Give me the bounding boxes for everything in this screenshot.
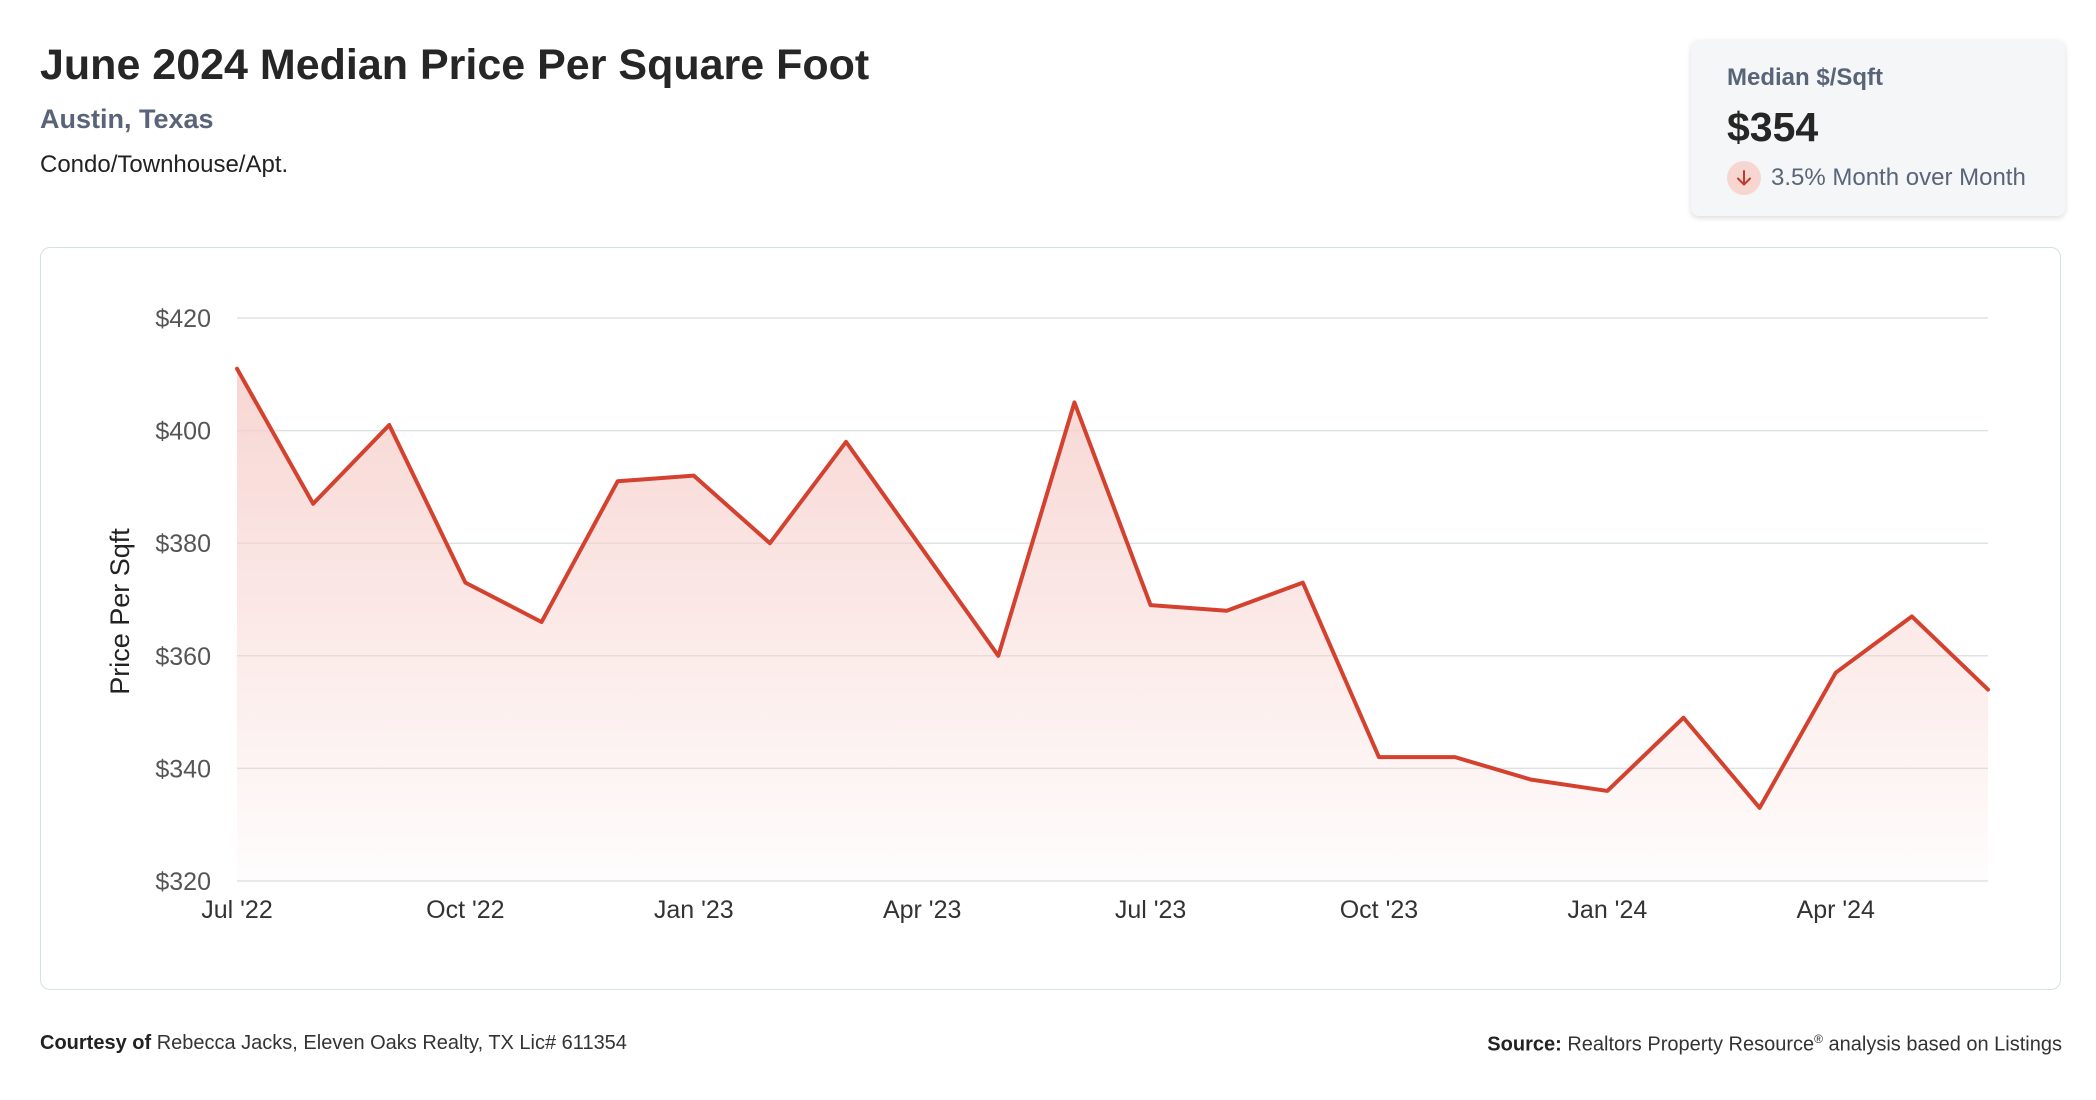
header: June 2024 Median Price Per Square Foot A… [40,40,869,179]
x-tick-label: Oct '22 [426,896,504,924]
registered-mark: ® [1814,1032,1823,1046]
source-text: Realtors Property Resource [1567,1033,1815,1056]
kpi-value: $354 [1727,104,1819,150]
source-text-post: analysis based on Listings [1822,1033,2063,1056]
data-point [540,620,544,624]
kpi-label: Median $/Sqft [1727,64,1884,91]
kpi-change: 3.5% Month over Month [1727,161,2029,195]
y-tick-label: $360 [155,643,211,671]
data-point [1605,789,1609,793]
data-point [1149,603,1153,607]
footer-courtesy: Courtesy of Rebecca Jacks, Eleven Oaks R… [40,1032,627,1055]
y-tick-label: $340 [155,755,211,783]
courtesy-text: Rebecca Jacks, Eleven Oaks Realty, TX Li… [156,1032,627,1054]
data-point [1072,400,1076,404]
page-title: June 2024 Median Price Per Square Foot [40,41,870,89]
location-subtitle: Austin, Texas [40,103,214,134]
x-tick-label: Apr '23 [883,896,961,924]
x-tick-label: Oct '23 [1340,896,1418,924]
x-tick-label: Jan '23 [654,896,734,924]
data-point [1377,755,1381,759]
series-line [235,366,1990,810]
x-tick-label: Apr '24 [1797,896,1876,924]
price-chart: $320 $340 $360 $380 $400 $420 Jul '22 Oct '22 Ja… [105,305,1990,924]
chart-card: $320 $340 $360 $380 $400 $420 Jul '22 Oct '22 Ja… [40,247,2061,990]
data-point [1986,688,1990,692]
data-point [235,367,239,371]
area-fill [237,368,1988,881]
kpi-change-text: 3.5% Month over Month [1771,164,2026,191]
data-point [1758,806,1762,810]
y-tick-label: $380 [155,530,211,558]
data-point [311,502,315,506]
data-point [996,654,1000,658]
data-point [1910,614,1914,618]
x-tick-label: Jul '22 [201,896,272,924]
y-tick-label: $420 [155,305,211,333]
data-point [1834,671,1838,675]
data-point [616,479,620,483]
data-point [1225,609,1229,613]
source-label: Source: [1487,1033,1562,1056]
arrow-down-icon [1727,161,1761,195]
data-point [920,547,924,551]
courtesy-label: Courtesy of [40,1032,152,1054]
data-point [844,440,848,444]
y-axis-title: Price Per Sqft [105,528,135,695]
x-tick-label: Jul '23 [1115,896,1186,924]
kpi-card: Median $/Sqft $354 3.5% Month over Month [1691,40,2065,216]
data-point [1453,755,1457,759]
data-point [1301,581,1305,585]
property-type-label: Condo/Townhouse/Apt. [40,150,289,178]
data-point [1681,716,1685,720]
footer-source: Source: Realtors Property Resource® anal… [1487,1032,2062,1057]
data-point [387,423,391,427]
data-point [1529,778,1533,782]
y-tick-label: $400 [155,418,211,446]
data-point [463,581,467,585]
x-tick-label: Jan '24 [1567,896,1647,924]
data-point [692,474,696,478]
y-tick-label: $320 [155,868,211,896]
data-point [768,541,772,545]
